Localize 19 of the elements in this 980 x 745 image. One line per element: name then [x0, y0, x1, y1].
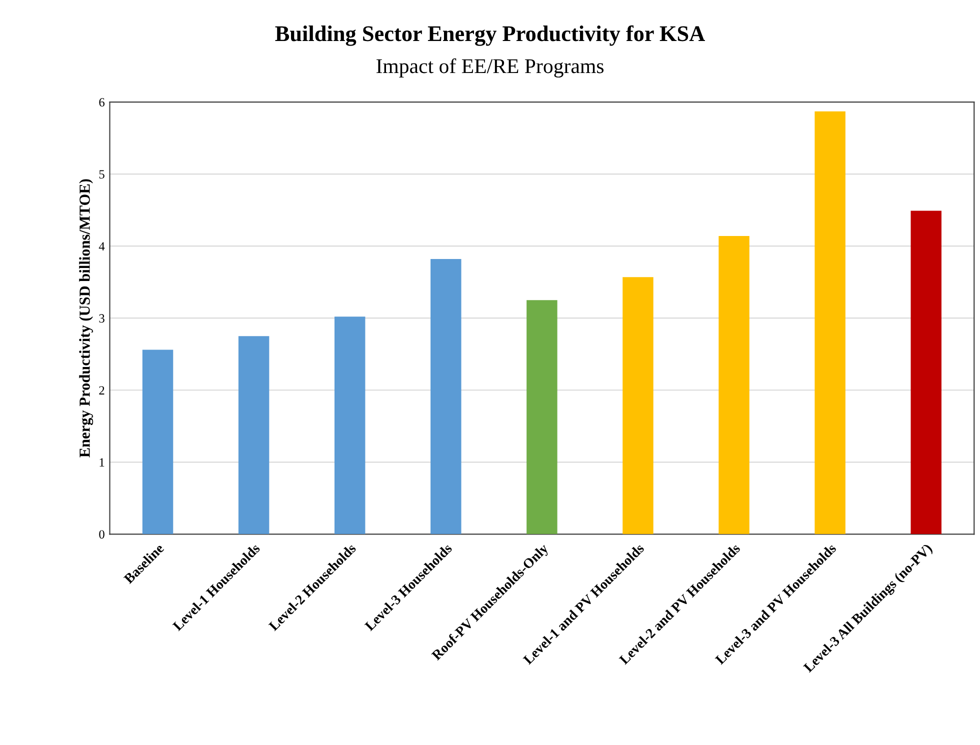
bar: [142, 350, 174, 534]
y-tick-label: 6: [99, 98, 105, 107]
y-tick-label: 1: [100, 458, 104, 466]
bar: [622, 277, 654, 534]
bar: [718, 236, 750, 534]
bar: [430, 259, 462, 534]
bar: [814, 111, 846, 534]
bar: [334, 316, 366, 534]
y-tick-label: 5: [99, 170, 104, 179]
y-tick-label: 2: [99, 386, 104, 394]
y-tick-label: 4: [98, 242, 105, 250]
bar: [238, 336, 270, 534]
bar: [526, 300, 558, 534]
y-tick-label: 0: [99, 530, 104, 539]
chart-title: Building Sector Energy Productivity for KSA: [275, 25, 705, 46]
chart-subtitle: Impact of EE/RE Programs: [376, 58, 604, 78]
bar: [910, 210, 942, 534]
y-tick-label: 3: [99, 314, 104, 323]
y-axis-title: Energy Productivity (USD billions/MTOE): [79, 179, 94, 458]
